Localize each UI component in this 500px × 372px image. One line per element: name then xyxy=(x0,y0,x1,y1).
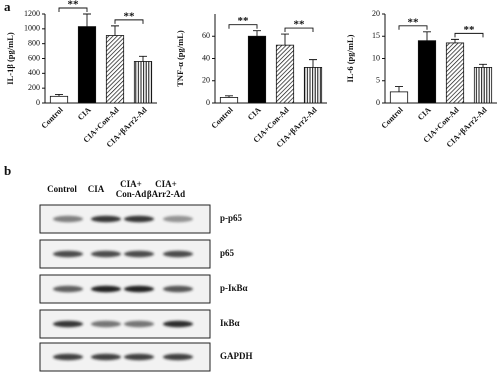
error-bar xyxy=(111,25,119,36)
y-tick-label: 0 xyxy=(36,98,40,107)
blot-band xyxy=(53,353,83,361)
x-tick-label: CIA xyxy=(246,105,263,122)
blot-band xyxy=(91,320,121,328)
y-tick-label: 0 xyxy=(376,98,380,107)
protein-label: p65 xyxy=(220,248,235,258)
lane-label: CIA+ xyxy=(120,179,142,189)
blot-band xyxy=(163,250,193,258)
blot-band xyxy=(163,353,193,361)
bar xyxy=(417,40,437,104)
significance-label: ** xyxy=(68,0,80,11)
lane-label: Control xyxy=(47,184,77,194)
significance-label: ** xyxy=(464,24,476,36)
error-bar xyxy=(281,33,289,46)
blot-band xyxy=(124,285,154,293)
y-tick-label: 400 xyxy=(28,68,40,77)
y-tick-label: 15 xyxy=(372,31,380,40)
panel-label: a xyxy=(4,0,11,14)
error-bar xyxy=(225,95,233,98)
error-bar xyxy=(55,94,63,97)
lane-label: βArr2-Ad xyxy=(147,189,185,199)
blot-band xyxy=(163,215,193,223)
bar xyxy=(445,42,465,104)
bar xyxy=(247,35,267,104)
panel-label: b xyxy=(4,163,11,178)
bar xyxy=(303,67,323,104)
lane-label: Con-Ad xyxy=(116,189,147,199)
lane-label: CIA+ xyxy=(155,179,177,189)
blot-band xyxy=(91,285,121,293)
significance-bracket xyxy=(284,27,314,33)
protein-label: IκBα xyxy=(220,318,240,328)
y-tick-label: 20 xyxy=(202,76,210,85)
error-bar xyxy=(395,86,403,92)
significance-bracket xyxy=(228,24,258,29)
y-axis-label: TNF-α (pg/mL) xyxy=(175,30,185,87)
x-tick-label: Control xyxy=(210,105,236,131)
y-tick-label: 600 xyxy=(28,53,40,62)
bar xyxy=(49,95,69,104)
protein-label: p-p65 xyxy=(220,213,243,223)
protein-label: p-IκBα xyxy=(220,283,248,293)
blot-band xyxy=(53,250,83,258)
significance-bracket xyxy=(454,32,484,38)
y-tick-label: 40 xyxy=(202,53,210,62)
significance-bracket xyxy=(114,19,144,24)
x-tick-label: CIA xyxy=(76,105,93,122)
lane-label: CIA xyxy=(88,184,105,194)
bar xyxy=(389,91,409,104)
blot-band xyxy=(91,353,121,361)
error-bar xyxy=(479,63,487,68)
bar xyxy=(133,61,153,104)
error-bar xyxy=(253,30,261,37)
blot-band xyxy=(163,285,193,293)
blot-band xyxy=(124,353,154,361)
blot-band xyxy=(53,285,83,293)
error-bar xyxy=(423,31,431,41)
y-tick-label: 1200 xyxy=(24,9,40,18)
y-tick-label: 1000 xyxy=(24,24,40,33)
blot-band xyxy=(124,215,154,223)
error-bar xyxy=(139,55,147,62)
error-bar xyxy=(309,59,317,68)
y-tick-label: 200 xyxy=(28,83,40,92)
significance-bracket xyxy=(398,25,428,30)
y-tick-label: 60 xyxy=(202,31,210,40)
bar xyxy=(219,97,239,104)
error-bar xyxy=(83,13,91,27)
significance-label: ** xyxy=(238,15,250,27)
significance-label: ** xyxy=(408,16,420,28)
blot-band xyxy=(124,250,154,258)
bar xyxy=(275,44,295,104)
blot-band xyxy=(53,215,83,223)
blot-band xyxy=(53,320,83,328)
y-tick-label: 20 xyxy=(372,9,380,18)
y-axis-label: IL-6 (pg/mL) xyxy=(345,34,355,82)
significance-label: ** xyxy=(124,10,136,22)
y-axis-label: IL-1β (pg/mL) xyxy=(5,32,15,85)
blot-band xyxy=(163,320,193,328)
x-tick-label: Control xyxy=(40,105,66,131)
significance-bracket xyxy=(58,7,88,12)
chart: 0 200 400 600 800 1000 1200 IL-1β (pg/mL) Contro… xyxy=(5,0,157,149)
blot-band xyxy=(91,215,121,223)
x-tick-label: Control xyxy=(380,105,406,131)
y-tick-label: 10 xyxy=(372,53,380,62)
protein-label: GAPDH xyxy=(220,351,253,361)
error-bar xyxy=(451,38,459,43)
significance-label: ** xyxy=(294,19,306,31)
y-tick-label: 0 xyxy=(206,98,210,107)
blot-band xyxy=(124,320,154,328)
bar xyxy=(473,67,493,104)
x-tick-label: CIA xyxy=(416,105,433,122)
bar xyxy=(105,35,125,104)
y-tick-label: 5 xyxy=(376,76,380,85)
bar xyxy=(77,26,97,104)
y-tick-label: 800 xyxy=(28,38,40,47)
blot-band xyxy=(91,250,121,258)
